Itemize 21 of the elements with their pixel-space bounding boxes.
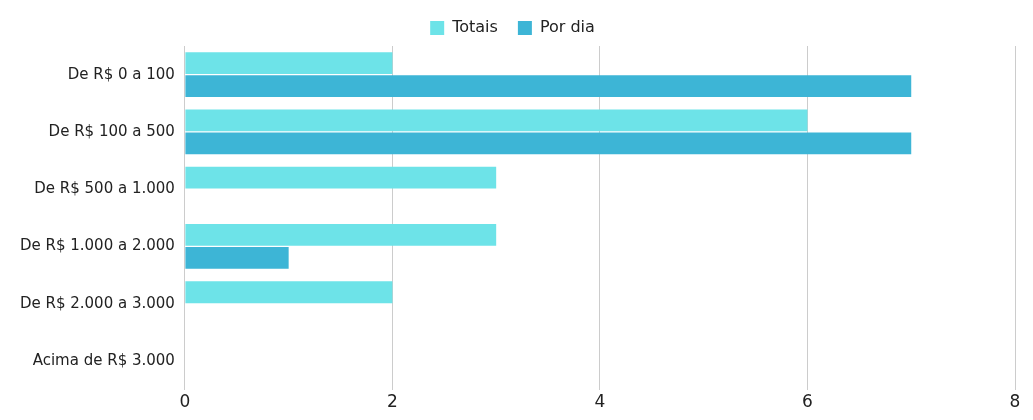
bar (185, 132, 912, 155)
bar (185, 281, 393, 304)
bar (185, 224, 497, 246)
bar (185, 166, 497, 189)
y-tick-label: De R$ 100 a 500 (48, 121, 175, 140)
bar (185, 52, 393, 75)
y-tick-label: De R$ 2.000 a 3.000 (19, 293, 175, 312)
y-tick-label: De R$ 1.000 a 2.000 (19, 236, 175, 255)
bar (185, 109, 808, 132)
bar (185, 247, 289, 269)
y-tick-label: Acima de R$ 3.000 (32, 350, 175, 369)
legend-label: Totais (451, 17, 498, 37)
x-tick-label: 4 (594, 391, 606, 412)
x-tick-label: 0 (179, 391, 191, 412)
legend-label: Por dia (539, 17, 595, 37)
x-tick-label: 6 (802, 391, 813, 412)
x-tick-label: 2 (387, 391, 398, 412)
x-tick-label: 8 (1009, 391, 1021, 412)
y-tick-label: De R$ 500 a 1.000 (34, 179, 175, 198)
y-tick-label: De R$ 0 a 100 (67, 64, 175, 83)
bar (185, 75, 912, 97)
